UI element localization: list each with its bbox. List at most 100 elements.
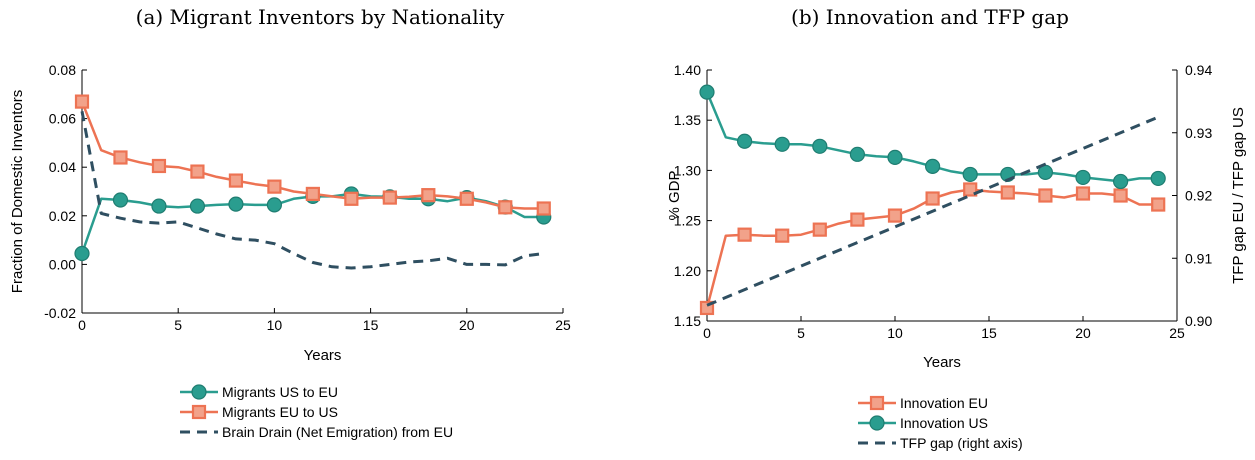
series-3 xyxy=(706,115,1159,307)
y2-tick-label: 0.90 xyxy=(1185,313,1212,329)
x-tick-label: 15 xyxy=(981,325,997,341)
y-tick-label: 0.04 xyxy=(49,159,76,175)
data-point xyxy=(736,133,753,149)
y-tick-label: 1.30 xyxy=(674,162,701,178)
chart-title: (b) Innovation and TFP gap xyxy=(791,5,1069,29)
x-tick-label: 25 xyxy=(555,317,571,333)
series-3 xyxy=(80,111,544,270)
legend-label: Brain Drain (Net Emigration) from EU xyxy=(222,424,453,440)
chart-title: (a) Migrant Inventors by Nationality xyxy=(136,5,505,29)
y2-tick-label: 0.94 xyxy=(1185,62,1212,78)
x-tick-label: 0 xyxy=(703,325,711,341)
x-tick-label: 20 xyxy=(1075,325,1091,341)
data-point xyxy=(1000,185,1015,200)
x-tick-label: 10 xyxy=(267,317,283,333)
data-point xyxy=(850,212,865,227)
legend-label: TFP gap (right axis) xyxy=(900,435,1023,451)
y2-tick-label: 0.93 xyxy=(1185,125,1212,141)
data-point xyxy=(74,245,90,262)
series-line xyxy=(80,111,544,270)
series-line xyxy=(705,188,1159,309)
legend-label: Innovation US xyxy=(900,415,988,431)
x-tick-label: 15 xyxy=(363,317,379,333)
data-point xyxy=(382,190,397,205)
x-axis-label: Years xyxy=(304,347,342,364)
data-point xyxy=(1151,197,1166,212)
data-point xyxy=(74,94,90,109)
data-point xyxy=(849,146,866,162)
data-point xyxy=(1150,170,1166,187)
data-point xyxy=(189,198,206,214)
data-point xyxy=(113,150,128,165)
data-point xyxy=(1075,186,1091,201)
data-point xyxy=(887,208,903,223)
legend-marker xyxy=(869,415,885,431)
x-tick-label: 5 xyxy=(174,317,182,333)
x-tick-label: 10 xyxy=(887,325,903,341)
data-point xyxy=(775,228,790,243)
data-point xyxy=(925,191,940,206)
series-1 xyxy=(699,182,1166,316)
data-point xyxy=(498,200,513,215)
x-tick-label: 5 xyxy=(797,325,805,341)
data-point xyxy=(151,198,167,214)
data-point xyxy=(190,164,205,179)
y-tick-label: 0.00 xyxy=(49,256,76,272)
y-axis-label: % GDP xyxy=(666,170,683,220)
y-tick-label: 0.02 xyxy=(49,208,76,224)
x-tick-label: 20 xyxy=(459,317,475,333)
y-tick-label: 1.15 xyxy=(674,313,701,329)
y2-tick-label: 0.91 xyxy=(1185,250,1212,266)
x-tick-label: 25 xyxy=(1169,325,1185,341)
data-point xyxy=(228,173,244,188)
y-tick-label: 1.25 xyxy=(674,213,701,229)
data-point xyxy=(344,191,359,206)
data-point xyxy=(812,138,828,154)
series-2 xyxy=(74,94,551,216)
chart-panel-2: (b) Innovation and TFP gap 0 5 10 15 20 25 1.15… xyxy=(666,5,1247,451)
data-point xyxy=(266,197,282,213)
y-tick-label: 1.20 xyxy=(674,263,701,279)
legend: Innovation EU Innovation US TFP gap (right… xyxy=(858,395,1023,451)
data-point xyxy=(812,222,827,237)
data-point xyxy=(421,188,436,203)
y-tick-label: 1.40 xyxy=(674,62,701,78)
data-point xyxy=(963,182,978,197)
data-point xyxy=(924,158,941,174)
data-point xyxy=(305,186,320,202)
legend: Migrants US to EU Migrants EU to US Brain … xyxy=(180,384,453,440)
data-point xyxy=(774,136,790,152)
data-point xyxy=(267,179,282,194)
y-tick-label: 1.35 xyxy=(674,112,701,128)
data-point xyxy=(536,201,551,216)
legend-label: Migrants US to EU xyxy=(222,384,338,400)
y-axis-label: Fraction of Domestic Inventors xyxy=(9,90,26,293)
x-tick-label: 0 xyxy=(78,317,86,333)
legend-label: Innovation EU xyxy=(900,395,988,411)
chart-panel-1: (a) Migrant Inventors by Nationality 0 5 10… xyxy=(9,5,571,440)
data-point xyxy=(1113,188,1128,203)
legend-marker xyxy=(869,395,885,411)
data-point xyxy=(737,227,752,242)
data-point xyxy=(1112,173,1129,190)
x-axis-label: Years xyxy=(923,354,961,371)
series-line xyxy=(706,115,1159,307)
legend-marker xyxy=(191,384,207,400)
legend-label: Migrants EU to US xyxy=(222,404,338,420)
y-tick-label: 0.06 xyxy=(49,111,76,127)
data-point xyxy=(151,158,167,174)
data-point xyxy=(1038,188,1053,203)
data-point xyxy=(962,166,978,183)
data-point xyxy=(1075,169,1091,186)
y2-tick-label: 0.92 xyxy=(1185,188,1212,204)
y-tick-label: 0.08 xyxy=(49,62,76,78)
series-2 xyxy=(699,84,1166,190)
y-tick-label: -0.02 xyxy=(44,305,76,321)
data-point xyxy=(459,191,474,206)
legend-marker xyxy=(191,404,207,420)
data-point xyxy=(112,192,129,208)
data-point xyxy=(228,196,244,212)
data-point xyxy=(699,84,715,100)
data-point xyxy=(887,149,903,165)
